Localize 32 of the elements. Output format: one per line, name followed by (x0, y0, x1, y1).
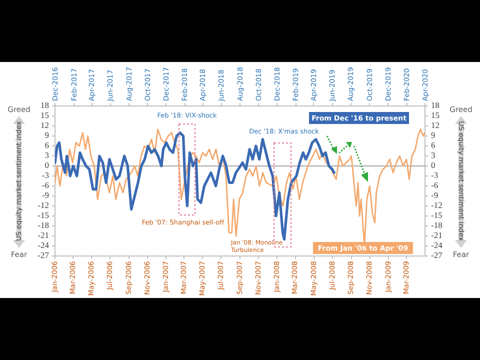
y-tick-label: 15 (40, 110, 49, 120)
y-tick-label: -9 (42, 190, 49, 200)
y2-tick-label: -3 (431, 170, 438, 180)
y-tick-label: 3 (44, 150, 49, 160)
y2-tick-label: -27 (431, 250, 442, 260)
y-tick-label: -21 (38, 230, 49, 240)
y-tick-label: 9 (44, 130, 49, 140)
y-tick-label: -24 (38, 240, 50, 250)
y2-tick-label: -15 (431, 210, 442, 220)
y-tick-label: 6 (44, 140, 49, 150)
y-tick-label: -15 (38, 210, 49, 220)
y2-tick-label: 0 (431, 160, 436, 170)
y2-tick-label: 9 (431, 130, 436, 140)
y2-tick-label: -9 (431, 190, 438, 200)
y2-tick-label: -24 (431, 240, 444, 250)
y2-tick-label: -21 (431, 230, 442, 240)
y-tick-label: -12 (38, 200, 49, 210)
y-tick-label: 0 (44, 160, 49, 170)
y-tick-label: -18 (38, 220, 49, 230)
y2-tick-label: -6 (431, 180, 438, 190)
y2-tick-label: 12 (431, 120, 440, 130)
y2-tick-label: -12 (431, 200, 442, 210)
y-tick-label: -3 (42, 170, 49, 180)
y-tick-label: -6 (42, 180, 49, 190)
y2-tick-label: 3 (431, 150, 436, 160)
y2-tick-label: 15 (431, 110, 440, 120)
y-tick-label: 12 (40, 120, 49, 130)
y2-tick-label: 18 (431, 100, 440, 110)
y2-tick-label: -18 (431, 220, 442, 230)
y2-tick-label: 6 (431, 140, 436, 150)
y-tick-label: 18 (40, 100, 49, 110)
y-tick-label: -27 (38, 250, 49, 260)
